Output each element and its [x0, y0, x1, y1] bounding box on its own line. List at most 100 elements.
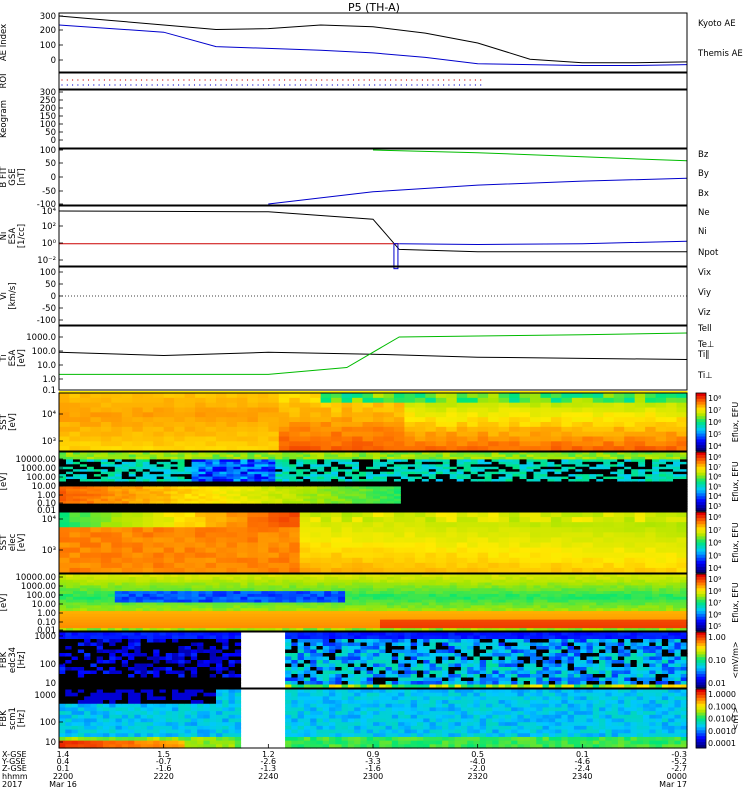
spectrogram-cell [393, 402, 405, 409]
spectrogram-cell [352, 466, 360, 470]
spectrogram-cell [373, 625, 381, 629]
spectrogram-cell [383, 431, 395, 438]
spectrogram-cell [86, 503, 95, 507]
spectrogram-cell [470, 481, 479, 485]
spectrogram-cell [421, 596, 430, 601]
spectrogram-cell [379, 611, 388, 615]
spectrogram-cell [463, 459, 472, 463]
spectrogram-cell [79, 488, 88, 492]
spectrogram-cell [216, 426, 228, 433]
spectrogram-cell [373, 412, 385, 418]
spectrogram-cell [111, 441, 123, 447]
spectrogram-cell [198, 469, 207, 473]
spectrogram-cell [142, 599, 151, 604]
spectrogram-cell [467, 426, 479, 433]
spectrogram-cell [624, 508, 632, 512]
spectrogram-cell [498, 417, 510, 423]
spectrogram-cell [233, 628, 242, 632]
spectrogram-cell [373, 588, 381, 592]
spectrogram-cell [177, 593, 186, 598]
spectrogram-cell [254, 488, 262, 492]
spectrogram-cell [317, 599, 325, 604]
spectrogram-cell [184, 579, 193, 584]
spectrogram-cell [484, 493, 493, 497]
spectrogram-cell [331, 476, 339, 480]
spectrogram-cell [170, 613, 179, 618]
spectrogram-cell [512, 469, 521, 473]
spectrogram-cell [240, 488, 248, 492]
spectrogram-cell [128, 479, 137, 483]
spectrogram-cell [484, 464, 493, 468]
spectrogram-cell [442, 483, 451, 488]
spectrogram-cell [530, 567, 542, 574]
spectrogram-cell [219, 579, 228, 584]
spectrogram-cell [226, 493, 235, 497]
spectrogram-cell [310, 486, 318, 490]
spectrogram-cell [421, 496, 430, 500]
spectrogram-cell [425, 537, 437, 544]
spectrogram-cell [659, 474, 667, 478]
spectrogram-cell [603, 493, 611, 497]
spectrogram-cell [338, 464, 346, 468]
spectrogram-cell [240, 459, 248, 463]
spectrogram-cell [498, 481, 507, 485]
spectrogram-cell [442, 508, 451, 512]
spectrogram-cell [86, 481, 95, 485]
spectrogram-cell [226, 591, 235, 595]
spectrogram-cell [456, 407, 468, 413]
spectrogram-cell [128, 579, 137, 584]
spectrogram-cell [111, 557, 123, 564]
spectrogram-cell [79, 567, 91, 574]
spectrogram-cell [463, 579, 472, 584]
spectrogram-cell [526, 503, 535, 507]
spectrogram-cell [111, 397, 123, 404]
spectrogram-cell [317, 579, 325, 584]
spectrogram-cell [216, 422, 228, 428]
spectrogram-cell [519, 481, 528, 485]
spectrogram-cell [540, 498, 549, 502]
spectrogram-cell [592, 542, 604, 549]
spectrogram-cell [184, 393, 196, 399]
spectrogram-cell [540, 576, 549, 581]
spectrogram-cell [589, 474, 597, 478]
spectrogram-cell [645, 459, 653, 463]
spectrogram-cell [324, 474, 332, 478]
spectrogram-cell [484, 622, 493, 626]
spectrogram-cell [596, 488, 604, 492]
spectrogram-cell [142, 483, 151, 488]
spectrogram-cell [341, 567, 353, 574]
spectrogram-cell [393, 574, 402, 578]
spectrogram-cell [261, 486, 269, 490]
spectrogram-cell [488, 446, 500, 452]
spectrogram-cell [198, 628, 207, 632]
spectrogram-cell [205, 508, 214, 512]
spectrogram-cell [435, 486, 444, 490]
spectrogram-cell [383, 537, 395, 544]
spectrogram-cell [184, 456, 193, 460]
spectrogram-cell [596, 486, 604, 490]
spectrogram-cell [72, 605, 81, 609]
spectrogram-cell [645, 441, 657, 447]
spectrogram-cell [170, 488, 179, 492]
spectrogram-cell [442, 588, 451, 592]
spectrogram-cell [435, 397, 447, 404]
spectrogram-cell [233, 503, 242, 507]
spectrogram-cell [379, 483, 388, 488]
spectrogram-cell [446, 522, 458, 528]
spectrogram-cell [184, 464, 193, 468]
spectrogram-cell [463, 574, 472, 578]
spectrogram-cell [212, 471, 221, 475]
spectrogram-cell [114, 582, 123, 586]
spectrogram-cell [484, 576, 493, 581]
spectrogram-cell [359, 486, 367, 490]
spectrogram-cell [676, 407, 688, 413]
spectrogram-cell [362, 532, 374, 539]
spectrogram-cell [247, 412, 259, 418]
spectrogram-cell [645, 498, 653, 502]
spectrogram-cell [261, 605, 269, 609]
spectrogram-cell [407, 459, 416, 463]
spectrogram-cell [195, 562, 207, 569]
spectrogram-cell [652, 491, 660, 495]
spectrogram-cell [100, 622, 109, 626]
spectrogram-cell [373, 602, 381, 606]
